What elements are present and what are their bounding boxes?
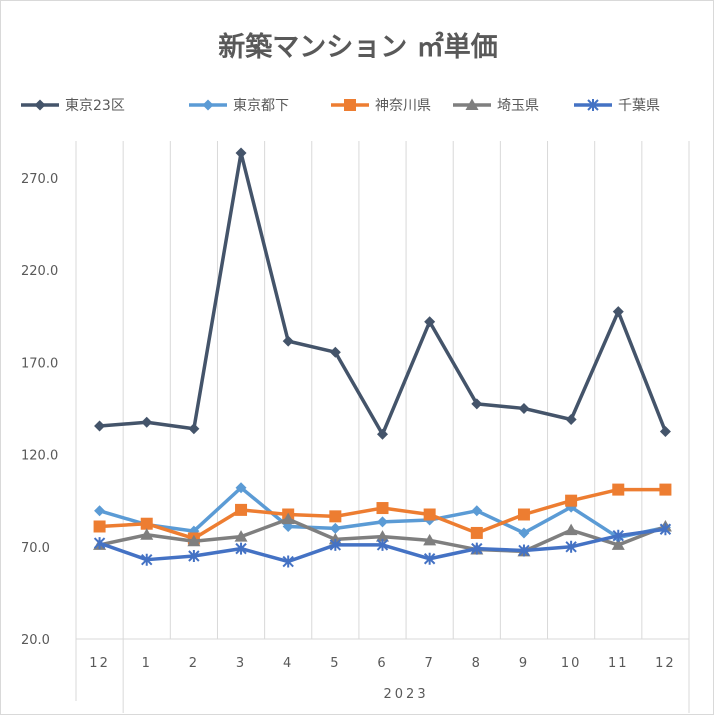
data-point — [423, 533, 437, 546]
data-point — [140, 517, 153, 530]
data-point — [94, 505, 106, 517]
x-year-label: 2023 — [384, 687, 429, 702]
data-point — [424, 316, 436, 328]
data-point — [282, 335, 294, 347]
legend-item: 埼玉県 — [453, 98, 539, 114]
data-point — [471, 505, 483, 517]
data-point — [329, 522, 341, 534]
legend-label: 神奈川県 — [375, 98, 431, 114]
data-point — [377, 516, 388, 528]
legend-label: 東京都下 — [233, 98, 289, 114]
x-tick-label: 4 — [283, 656, 293, 671]
data-point — [565, 494, 578, 507]
data-point — [565, 414, 577, 426]
data-point — [564, 523, 578, 536]
data-point — [141, 416, 153, 428]
data-point — [188, 423, 200, 435]
data-point — [329, 538, 342, 551]
data-point — [423, 552, 436, 565]
y-axis-ticks: 20.0 70.0 120.0 170.0 220.0 270.0 — [21, 172, 58, 648]
legend-item: 千葉県 — [574, 98, 660, 114]
data-point — [93, 520, 106, 533]
data-point — [376, 530, 389, 542]
data-point — [518, 402, 530, 414]
data-point — [234, 530, 248, 542]
data-point — [235, 503, 248, 516]
plot-area — [93, 147, 672, 568]
data-point — [377, 428, 388, 440]
data-point — [612, 306, 624, 318]
legend-item: 東京都下 — [189, 98, 289, 114]
data-point — [329, 510, 342, 523]
series-1 — [94, 147, 671, 440]
chart-title: 新築マンション ㎡単価 — [218, 31, 497, 63]
legend-item: 神奈川県 — [331, 98, 431, 114]
data-point — [470, 526, 483, 539]
data-point — [188, 550, 200, 562]
x-tick-label: 5 — [330, 656, 340, 671]
y-tick-label: 70.0 — [21, 541, 50, 556]
data-point — [612, 529, 624, 542]
legend-marker — [202, 99, 214, 111]
series-5 — [93, 523, 672, 568]
y-tick-label: 120.0 — [21, 449, 58, 464]
x-tick-label: 6 — [377, 656, 387, 671]
data-point — [517, 508, 530, 521]
x-tick-label: 11 — [608, 656, 629, 671]
data-point — [611, 538, 625, 550]
data-point — [471, 398, 483, 410]
legend-label: 埼玉県 — [497, 98, 539, 114]
data-point — [518, 527, 530, 539]
data-point — [423, 508, 436, 521]
legend-marker — [34, 99, 46, 111]
legend-marker — [344, 99, 356, 111]
x-tick-label: 12 — [89, 656, 110, 671]
data-point — [93, 537, 106, 550]
data-point — [659, 523, 672, 536]
y-tick-label: 20.0 — [21, 633, 50, 648]
x-tick-label: 12 — [655, 656, 676, 671]
data-point — [235, 542, 247, 555]
x-tick-label: 10 — [561, 656, 582, 671]
x-tick-label: 9 — [519, 656, 529, 671]
data-point — [518, 544, 530, 557]
grid-lines — [75, 141, 690, 639]
y-tick-label: 170.0 — [21, 356, 58, 371]
x-tick-label: 3 — [236, 656, 246, 671]
legend-marker — [465, 98, 479, 110]
x-tick-label: 2 — [189, 656, 199, 671]
data-point — [376, 502, 389, 515]
data-point — [235, 147, 247, 159]
legend-label: 千葉県 — [618, 98, 660, 114]
legend-marker — [587, 99, 599, 111]
data-point — [659, 483, 672, 496]
data-point — [376, 538, 389, 551]
data-point — [94, 420, 106, 432]
legend-item: 東京23区 — [21, 98, 125, 114]
data-point — [329, 346, 341, 358]
data-point — [235, 482, 247, 494]
y-tick-label: 220.0 — [21, 264, 58, 279]
data-point — [612, 483, 625, 496]
legend: 東京23区 東京都下 神奈川県 埼玉県 千葉県 — [21, 98, 660, 114]
data-point — [141, 553, 153, 566]
data-point — [140, 528, 154, 540]
y-tick-label: 270.0 — [21, 172, 58, 187]
data-point — [282, 555, 294, 568]
x-tick-label: 1 — [142, 656, 152, 671]
x-tick-label: 8 — [472, 656, 482, 671]
data-point — [471, 542, 483, 555]
x-tick-label: 7 — [425, 656, 435, 671]
series-line — [97, 151, 668, 437]
data-point — [659, 426, 671, 437]
data-point — [281, 512, 295, 525]
data-point — [187, 534, 201, 547]
legend-label: 東京23区 — [65, 98, 125, 114]
data-point — [565, 540, 577, 553]
